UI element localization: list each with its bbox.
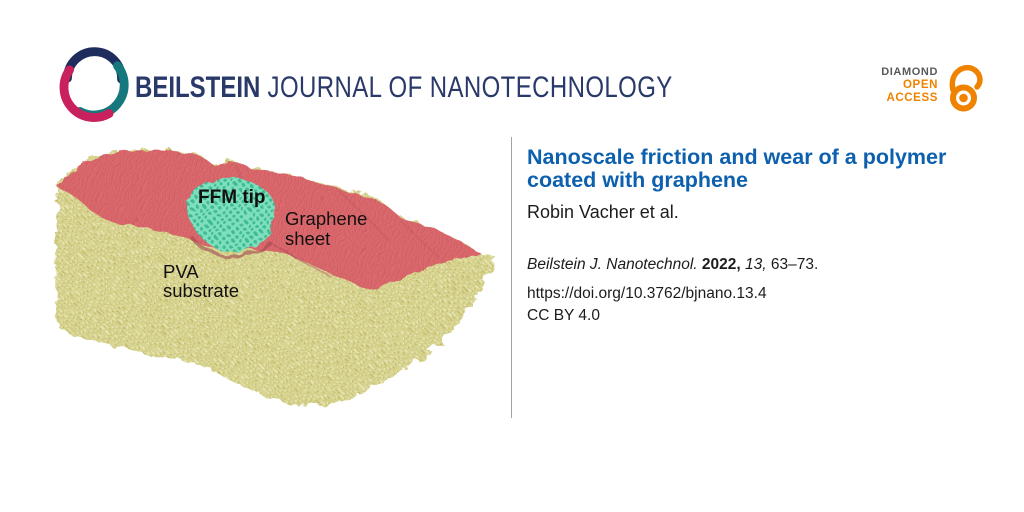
lock-body: [950, 84, 977, 112]
sheet-fold-right-of-tip: [272, 243, 331, 277]
logo-arc-crimson: [59, 65, 114, 122]
diamond-open-access-label: DIAMOND OPEN ACCESS: [881, 66, 938, 105]
label-graphene-line2: sheet: [285, 228, 330, 249]
license-label: CC BY 4.0: [527, 307, 600, 324]
citation-volume: 13,: [745, 256, 767, 273]
article-citation: Beilstein J. Nanotechnol. 2022, 13, 63–7…: [527, 256, 818, 274]
label-pva-line2: substrate: [163, 280, 239, 301]
lock-shackle: [949, 64, 983, 93]
oa-label-access: ACCESS: [886, 92, 938, 104]
oa-label-open: OPEN: [903, 79, 938, 91]
label-pva-line1: PVA: [163, 261, 199, 282]
ffm-tip-shape: [187, 177, 276, 252]
label-graphene-line1: Graphene: [285, 208, 367, 229]
journal-name-rest: JOURNAL OF NANOTECHNOLOGY: [267, 71, 673, 104]
citation-journal: Beilstein J. Nanotechnol.: [527, 256, 698, 273]
open-access-lock-icon: [949, 64, 983, 112]
ffm-tip-group: [187, 177, 276, 258]
sheet-wrinkle-2: [339, 191, 389, 241]
beilstein-logo: [59, 47, 129, 122]
vertical-divider: [511, 137, 512, 418]
lock-keyhole-dot: [959, 93, 968, 103]
logo-arc-teal: [75, 61, 129, 120]
journal-name: BEILSTEIN JOURNAL OF NANOTECHNOLOGY: [135, 72, 673, 104]
journal-name-beilstein: BEILSTEIN: [135, 71, 261, 104]
doi-link[interactable]: https://doi.org/10.3762/bjnano.13.4: [527, 285, 767, 302]
article-title: Nanoscale friction and wear of a polymer…: [527, 145, 947, 192]
tip-indent-rim: [191, 237, 272, 258]
sheet-wrinkle-3: [399, 219, 441, 259]
simulation-figure: FFM tip Graphene sheet PVA substrate: [55, 150, 495, 406]
article-links: https://doi.org/10.3762/bjnano.13.4 CC B…: [527, 283, 767, 327]
label-ffm-tip: FFM tip: [198, 187, 266, 208]
oa-label-diamond: DIAMOND: [881, 66, 938, 78]
citation-pages: 63–73.: [770, 256, 819, 273]
citation-year: 2022,: [701, 256, 741, 273]
article-authors: Robin Vacher et al.: [527, 202, 679, 222]
